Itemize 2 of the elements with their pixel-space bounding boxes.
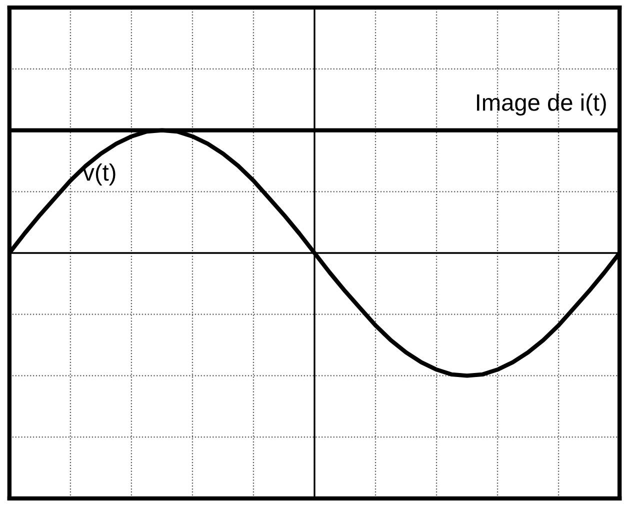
series-label: v(t) bbox=[82, 164, 116, 186]
series-label: Image de i(t) bbox=[477, 94, 606, 116]
